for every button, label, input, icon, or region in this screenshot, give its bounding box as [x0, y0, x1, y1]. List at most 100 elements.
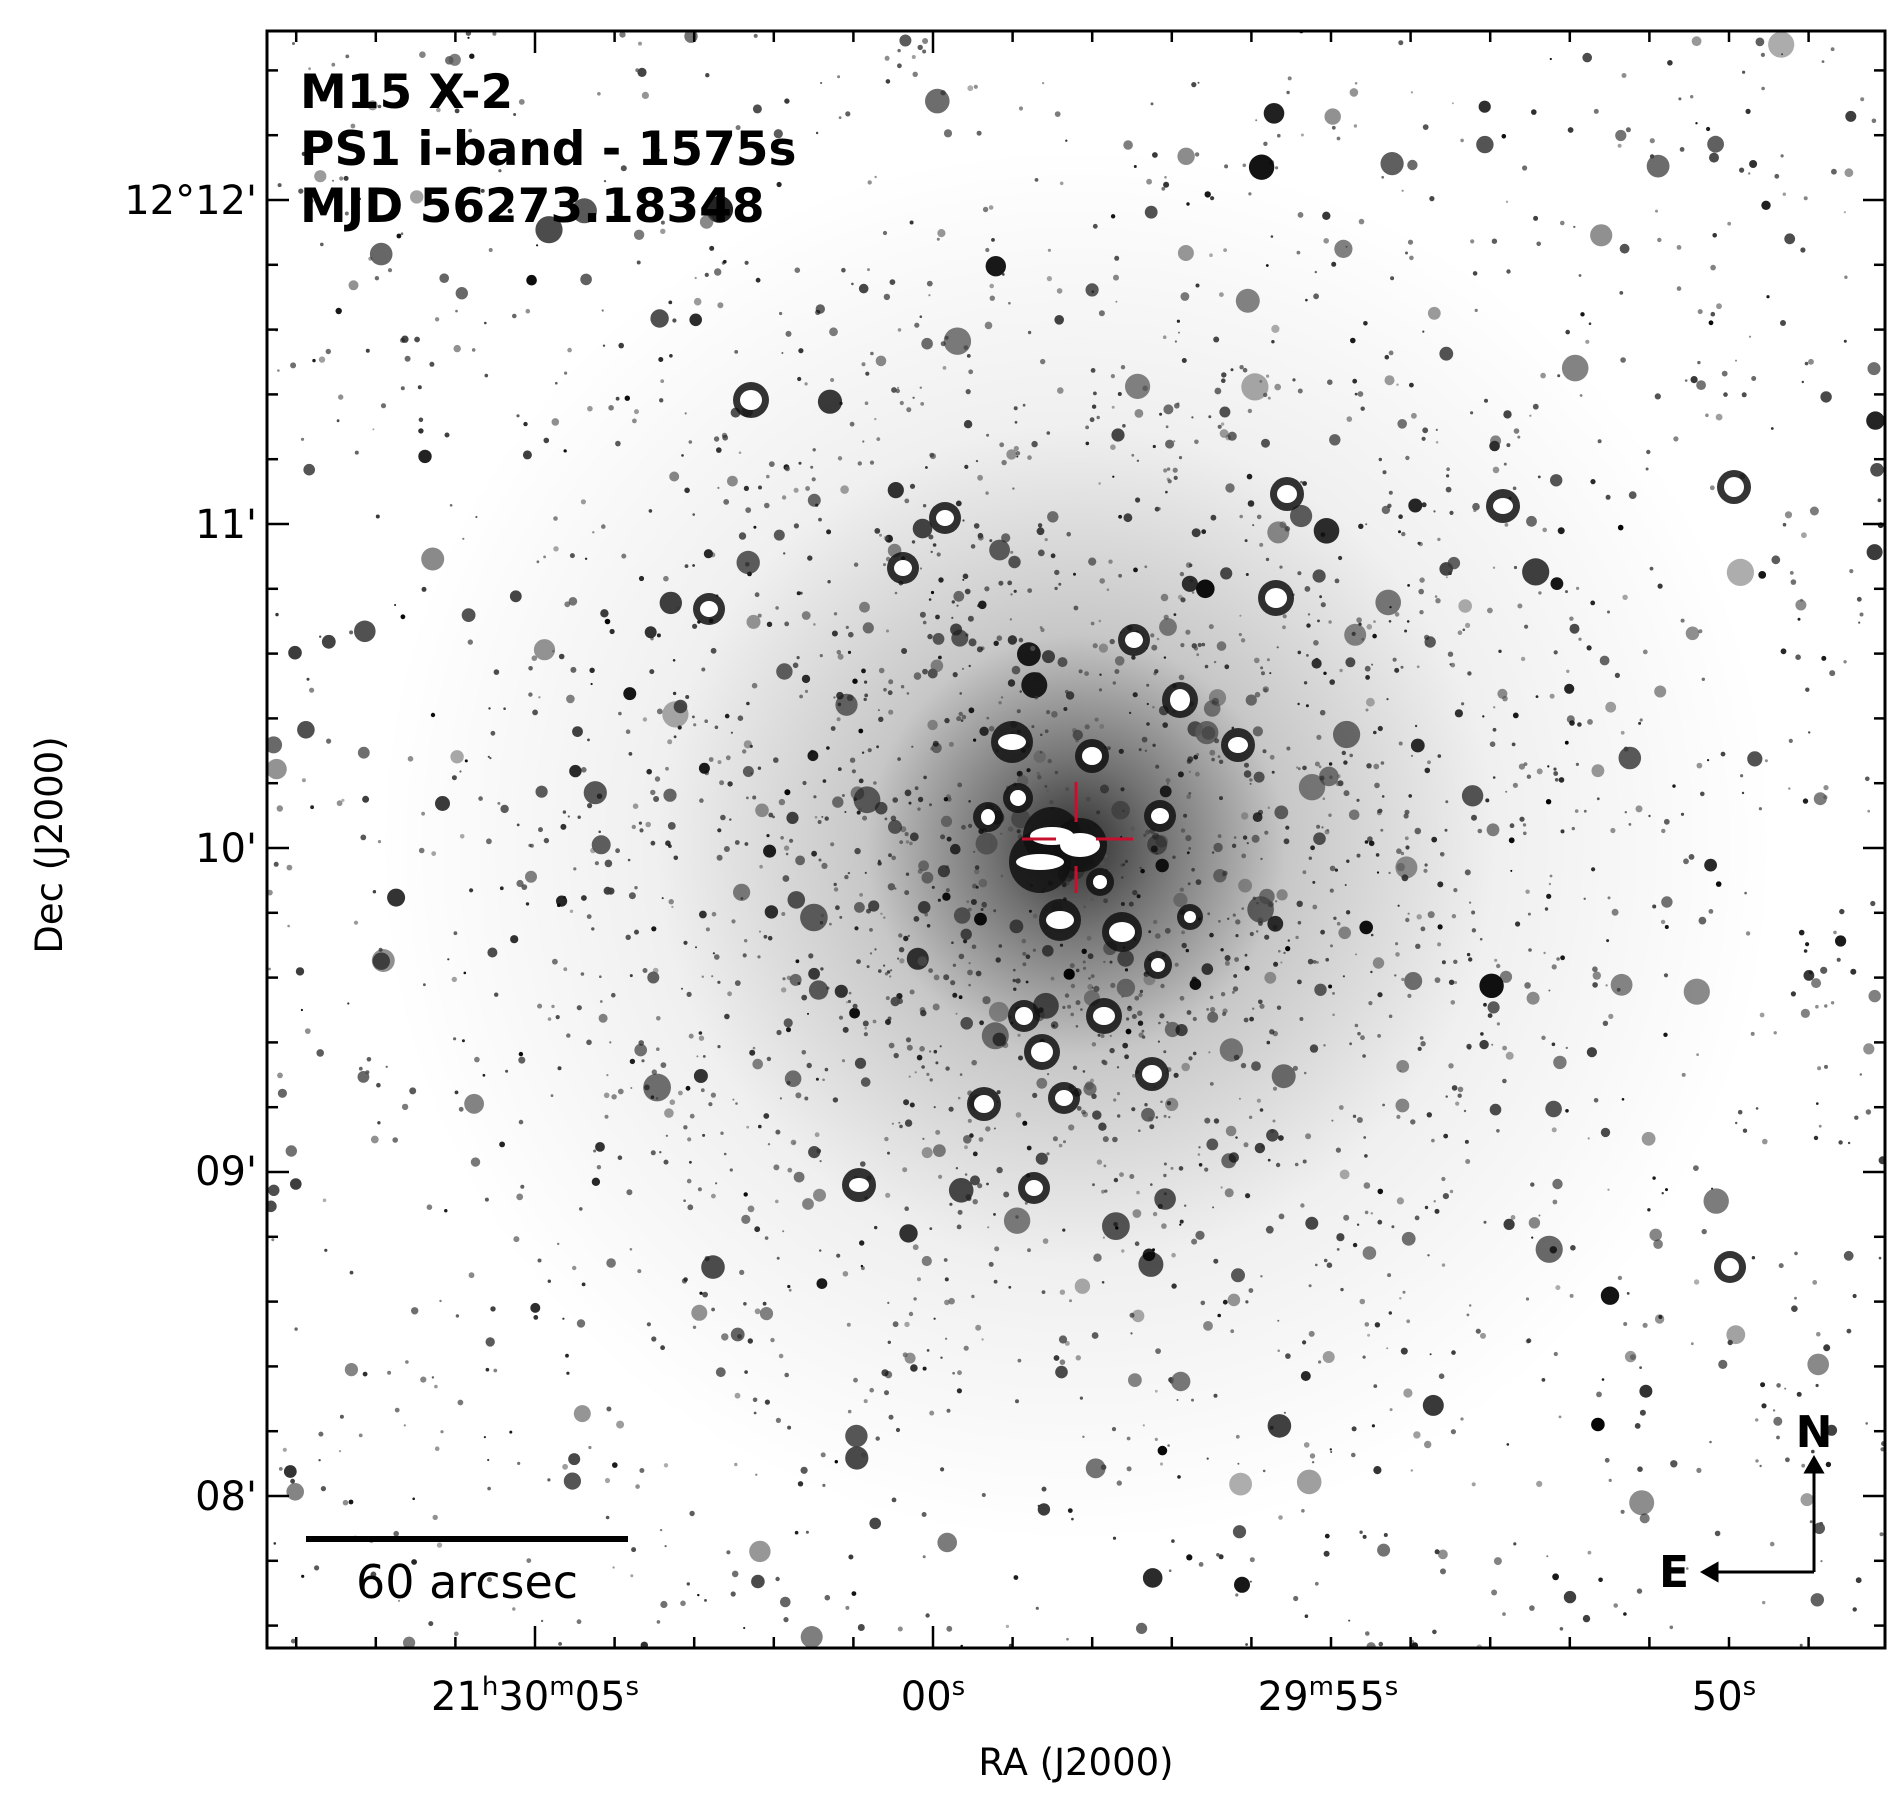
star [808, 953, 814, 959]
star [1109, 1034, 1113, 1038]
star [1163, 614, 1169, 620]
star [796, 591, 801, 596]
star [768, 812, 774, 818]
star [1755, 1107, 1759, 1110]
star [372, 890, 377, 894]
star [1181, 575, 1198, 592]
star [727, 475, 738, 487]
star [596, 1165, 602, 1170]
star [867, 268, 870, 272]
star [630, 1574, 634, 1578]
star [757, 766, 762, 770]
star [1749, 160, 1758, 168]
star [1180, 292, 1190, 301]
star [1552, 1199, 1558, 1205]
star [1314, 270, 1318, 274]
star [1522, 165, 1528, 171]
star [909, 483, 916, 489]
star [1688, 854, 1695, 860]
star [1336, 921, 1341, 926]
star [1541, 1035, 1546, 1041]
star [1154, 1389, 1158, 1393]
star [1027, 588, 1033, 593]
star [1480, 1332, 1486, 1339]
star [432, 1514, 438, 1521]
star [1072, 1065, 1078, 1071]
star [1820, 1560, 1823, 1563]
star [729, 818, 732, 821]
star [1224, 664, 1230, 670]
star [704, 1599, 707, 1602]
star [594, 861, 600, 866]
star [1261, 1145, 1264, 1148]
star [1776, 1383, 1781, 1388]
star [1528, 1217, 1541, 1229]
star [746, 1125, 750, 1129]
star [1338, 926, 1351, 940]
star [589, 667, 595, 673]
star [1260, 666, 1264, 670]
star [1103, 1164, 1107, 1168]
star [1406, 620, 1410, 623]
star [1000, 696, 1004, 699]
star [864, 680, 868, 684]
star [693, 297, 702, 306]
star [1446, 467, 1450, 472]
star [967, 969, 973, 976]
star [1034, 695, 1039, 700]
star [845, 1001, 849, 1004]
star [1136, 1622, 1148, 1634]
star [487, 947, 498, 958]
star [1230, 1329, 1235, 1334]
star [642, 717, 648, 722]
star [669, 354, 673, 358]
star [1088, 557, 1097, 566]
star [1742, 1128, 1748, 1133]
star [1375, 853, 1380, 857]
star [754, 592, 760, 598]
star [1626, 1292, 1630, 1295]
star [1046, 431, 1051, 435]
star [312, 358, 316, 363]
star [1591, 1417, 1605, 1432]
star [816, 1148, 822, 1154]
star [1234, 1576, 1250, 1593]
star [1072, 729, 1084, 741]
star [1155, 1116, 1159, 1119]
star [339, 1414, 344, 1419]
star [1063, 707, 1068, 711]
star [701, 1255, 725, 1279]
star [1364, 1322, 1370, 1327]
star [996, 635, 1003, 641]
star [1707, 135, 1724, 153]
star [1120, 787, 1125, 792]
star [1878, 1256, 1882, 1260]
star [358, 1066, 363, 1071]
star [1663, 1032, 1668, 1038]
star [975, 832, 998, 855]
star [1726, 1325, 1746, 1345]
star [287, 924, 290, 928]
star [854, 926, 859, 931]
star [999, 832, 1003, 836]
star [1600, 1127, 1611, 1138]
star [1421, 502, 1427, 508]
star [786, 975, 792, 980]
star [1394, 667, 1400, 673]
star [1071, 1517, 1074, 1521]
star [1168, 1569, 1172, 1572]
star [1462, 628, 1466, 632]
star [1082, 960, 1086, 964]
star [994, 1246, 1000, 1252]
star [1160, 983, 1165, 989]
star [1290, 504, 1313, 528]
star [1026, 1145, 1032, 1151]
star [833, 882, 837, 887]
star [913, 916, 920, 922]
star [663, 575, 669, 582]
star [1111, 800, 1130, 820]
star [1590, 224, 1613, 247]
star [1566, 669, 1570, 673]
star [1085, 441, 1090, 446]
star [343, 175, 349, 181]
